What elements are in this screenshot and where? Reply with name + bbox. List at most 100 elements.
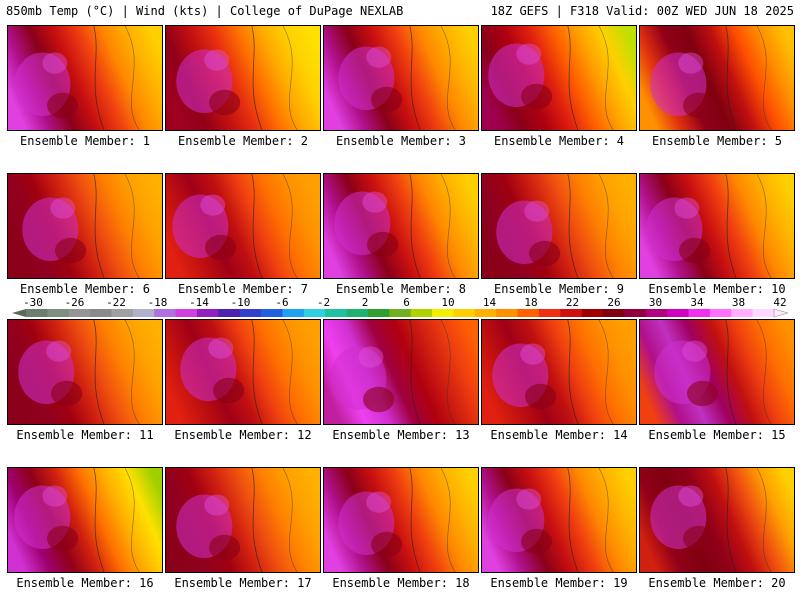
coastline-line	[567, 174, 579, 278]
colorbar-segment	[175, 309, 198, 317]
colorbar-segment	[624, 309, 647, 317]
colorbar-segment	[325, 309, 348, 317]
colorbar-min-arrow	[12, 309, 26, 317]
ensemble-member-map	[481, 173, 637, 279]
coastline-line	[725, 468, 737, 572]
colorbar-segment	[688, 309, 711, 317]
temperature-contour-blob	[371, 86, 403, 113]
isotherm-line	[124, 468, 140, 572]
coastline-line	[251, 26, 263, 130]
temperature-contour-blob	[521, 528, 553, 555]
ensemble-member-label: Ensemble Member: 1	[19, 134, 151, 148]
temperature-contour-blob	[529, 240, 561, 267]
ensemble-member-map	[7, 319, 163, 425]
colorbar-segment	[517, 309, 540, 317]
temperature-contour-blob	[46, 340, 72, 362]
ensemble-member-label: Ensemble Member: 6	[19, 282, 151, 296]
ensemble-member-map	[7, 467, 163, 573]
coastline-line	[567, 26, 579, 130]
colorbar-tick-label: 22	[566, 296, 579, 309]
ensemble-member-label: Ensemble Member: 17	[174, 576, 312, 590]
colorbar-segment	[47, 309, 70, 317]
ensemble-member-map	[639, 467, 795, 573]
colorbar-tick-label: -2	[317, 296, 330, 309]
colorbar-tick-label: -6	[275, 296, 288, 309]
temperature-contour-blob	[678, 52, 704, 74]
temperature-contour-blob	[50, 197, 76, 219]
isotherm-line	[756, 174, 772, 278]
ensemble-member-label: Ensemble Member: 7	[177, 282, 309, 296]
temperature-contour-blob	[516, 43, 542, 65]
colorbar-segment	[667, 309, 690, 317]
coastline-line	[93, 174, 105, 278]
coastline-line	[93, 468, 105, 572]
coastline-line	[567, 320, 579, 424]
ensemble-member-map	[481, 467, 637, 573]
ensemble-member-map	[165, 25, 321, 131]
colorbar-segment	[132, 309, 155, 317]
temperature-contour-blob	[213, 377, 245, 404]
isotherm-line	[756, 468, 772, 572]
colorbar-segment	[346, 309, 369, 317]
temperature-contour-blob	[204, 49, 230, 71]
map-title: 850mb Temp (°C) | Wind (kts) | College o…	[6, 4, 404, 18]
colorbar-segment	[196, 309, 219, 317]
colorbar-tick-label: -22	[106, 296, 126, 309]
colorbar-tick-label: -10	[231, 296, 251, 309]
colorbar-segment	[645, 309, 668, 317]
temperature-contour-blob	[679, 237, 711, 264]
colorbar-tick-label: 14	[483, 296, 497, 309]
isotherm-line	[756, 320, 772, 424]
ensemble-member-map	[323, 467, 479, 573]
temperature-contour-blob	[358, 346, 384, 368]
temperature-contour-blob	[683, 525, 715, 552]
colorbar-segment	[752, 309, 775, 317]
colorbar-segment	[432, 309, 454, 317]
ensemble-member-label: Ensemble Member: 12	[174, 428, 312, 442]
coastline-line	[409, 468, 421, 572]
ensemble-member-label: Ensemble Member: 8	[335, 282, 467, 296]
temperature-contour-blob	[525, 383, 557, 410]
isotherm-line	[124, 26, 140, 130]
ensemble-member-label: Ensemble Member: 20	[648, 576, 786, 590]
ensemble-member-label: Ensemble Member: 16	[16, 576, 154, 590]
colorbar-max-arrow	[773, 308, 789, 318]
isotherm-line	[598, 320, 614, 424]
colorbar-tick-label: -30	[23, 296, 43, 309]
ensemble-member-map	[639, 173, 795, 279]
ensemble-member-label: Ensemble Member: 10	[648, 282, 786, 296]
colorbar-segment	[474, 309, 497, 317]
temperature-contour-blob	[674, 197, 700, 219]
temperature-contour-blob	[209, 534, 241, 561]
isotherm-line	[282, 468, 298, 572]
temperature-contour-blob	[366, 46, 392, 68]
isotherm-line	[598, 174, 614, 278]
temperature-contour-blob	[683, 92, 715, 119]
colorbar-segment	[410, 309, 433, 317]
colorbar-segment	[282, 309, 305, 317]
isotherm-line	[124, 320, 140, 424]
isotherm-line	[440, 320, 456, 424]
temperature-contour-blob	[682, 340, 708, 362]
temperature-contour-blob	[516, 488, 542, 510]
temperature-contour-blob	[209, 89, 241, 116]
temperature-contour-blob	[362, 191, 388, 213]
ensemble-member-map	[165, 319, 321, 425]
temperature-contour-blob	[208, 337, 234, 359]
colorbar-tick-label: -26	[65, 296, 85, 309]
colorbar-tick-label: 30	[649, 296, 662, 309]
temperature-contour-blob	[678, 485, 704, 507]
coastline-line	[725, 320, 737, 424]
ensemble-member-map	[165, 173, 321, 279]
temperature-contour-blob	[51, 380, 83, 407]
colorbar-tick-label: 6	[403, 296, 410, 309]
ensemble-member-label: Ensemble Member: 13	[332, 428, 470, 442]
temperature-contour-blob	[687, 380, 719, 407]
ensemble-member-label: Ensemble Member: 18	[332, 576, 470, 590]
ensemble-member-label: Ensemble Member: 2	[177, 134, 309, 148]
colorbar-segment	[154, 309, 177, 317]
ensemble-member-label: Ensemble Member: 5	[651, 134, 783, 148]
coastline-line	[725, 26, 737, 130]
coastline-line	[725, 174, 737, 278]
ensemble-member-map	[481, 319, 637, 425]
